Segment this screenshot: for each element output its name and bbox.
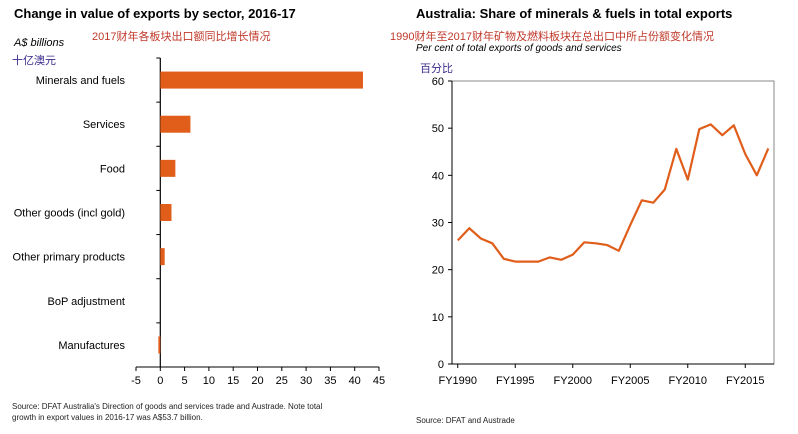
- left-chart-unit-cn: 十亿澳元: [12, 55, 56, 67]
- bar-x-tick-label: 45: [373, 375, 385, 387]
- line-x-tick-label: FY1995: [496, 375, 535, 387]
- bar-x-tick-label: 5: [182, 375, 188, 387]
- line-series-minerals-fuels-share: [456, 123, 770, 263]
- left-chart-subtitle-cn: 2017财年各板块出口额同比增长情况: [92, 31, 271, 43]
- bar-category-label: Other primary products: [13, 252, 126, 264]
- line-x-tick-label: FY2005: [611, 375, 650, 387]
- line-x-tick-label: FY2015: [726, 375, 765, 387]
- line-y-tick-label: 10: [432, 312, 444, 324]
- left-chart-source-note: growth in export values in 2016-17 was A…: [12, 413, 203, 422]
- bar-x-tick-label: -5: [131, 375, 141, 387]
- bar-x-tick-label: 40: [349, 375, 361, 387]
- line-y-tick-label: 40: [432, 170, 444, 182]
- bar-category-label: Food: [100, 163, 125, 175]
- bar-x-tick-label: 15: [227, 375, 239, 387]
- line-y-tick-label: 0: [438, 359, 444, 371]
- bar-x-tick-label: 0: [157, 375, 163, 387]
- bar-minerals-and-fuels: [160, 71, 363, 89]
- line-y-tick-label: 20: [432, 265, 444, 277]
- line-y-tick-label: 60: [432, 76, 444, 88]
- bar-services: [160, 115, 191, 133]
- bar-x-tick-label: 35: [324, 375, 336, 387]
- left-chart-unit: A$ billions: [14, 37, 65, 49]
- bar-category-label: Manufactures: [58, 340, 125, 352]
- bar-other-goods-incl-gold-: [160, 204, 172, 221]
- bar-category-label: Other goods (incl gold): [14, 208, 125, 220]
- line-x-tick-label: FY1990: [438, 375, 477, 387]
- bar-category-label: Minerals and fuels: [36, 75, 126, 87]
- bar-manufactures: [158, 336, 161, 354]
- bar-other-primary-products: [160, 248, 165, 266]
- right-chart-unit: Per cent of total exports of goods and s…: [416, 43, 622, 54]
- bar-category-label: Services: [83, 119, 126, 131]
- right-chart-title: Australia: Share of minerals & fuels in …: [416, 6, 733, 21]
- bar-x-tick-label: 25: [276, 375, 288, 387]
- left-chart-title: Change in value of exports by sector, 20…: [14, 6, 296, 21]
- left-chart-source: Source: DFAT Australia's Direction of go…: [12, 402, 323, 411]
- right-chart-unit-cn: 百分比: [420, 63, 453, 75]
- bar-x-tick-label: 30: [300, 375, 312, 387]
- bar-food: [160, 159, 176, 177]
- bar-x-tick-label: 20: [251, 375, 263, 387]
- bar-x-tick-label: 10: [203, 375, 215, 387]
- right-chart-subtitle-cn: 1990财年至2017财年矿物及燃料板块在总出口中所占份额变化情况: [390, 31, 714, 43]
- line-y-tick-label: 30: [432, 218, 444, 230]
- line-x-tick-label: FY2010: [668, 375, 707, 387]
- line-x-tick-label: FY2000: [553, 375, 592, 387]
- line-y-tick-label: 50: [432, 123, 444, 135]
- right-chart-source: Source: DFAT and Austrade: [416, 416, 515, 425]
- line-plot-frame: [451, 80, 775, 365]
- bar-category-label: BoP adjustment: [48, 296, 125, 308]
